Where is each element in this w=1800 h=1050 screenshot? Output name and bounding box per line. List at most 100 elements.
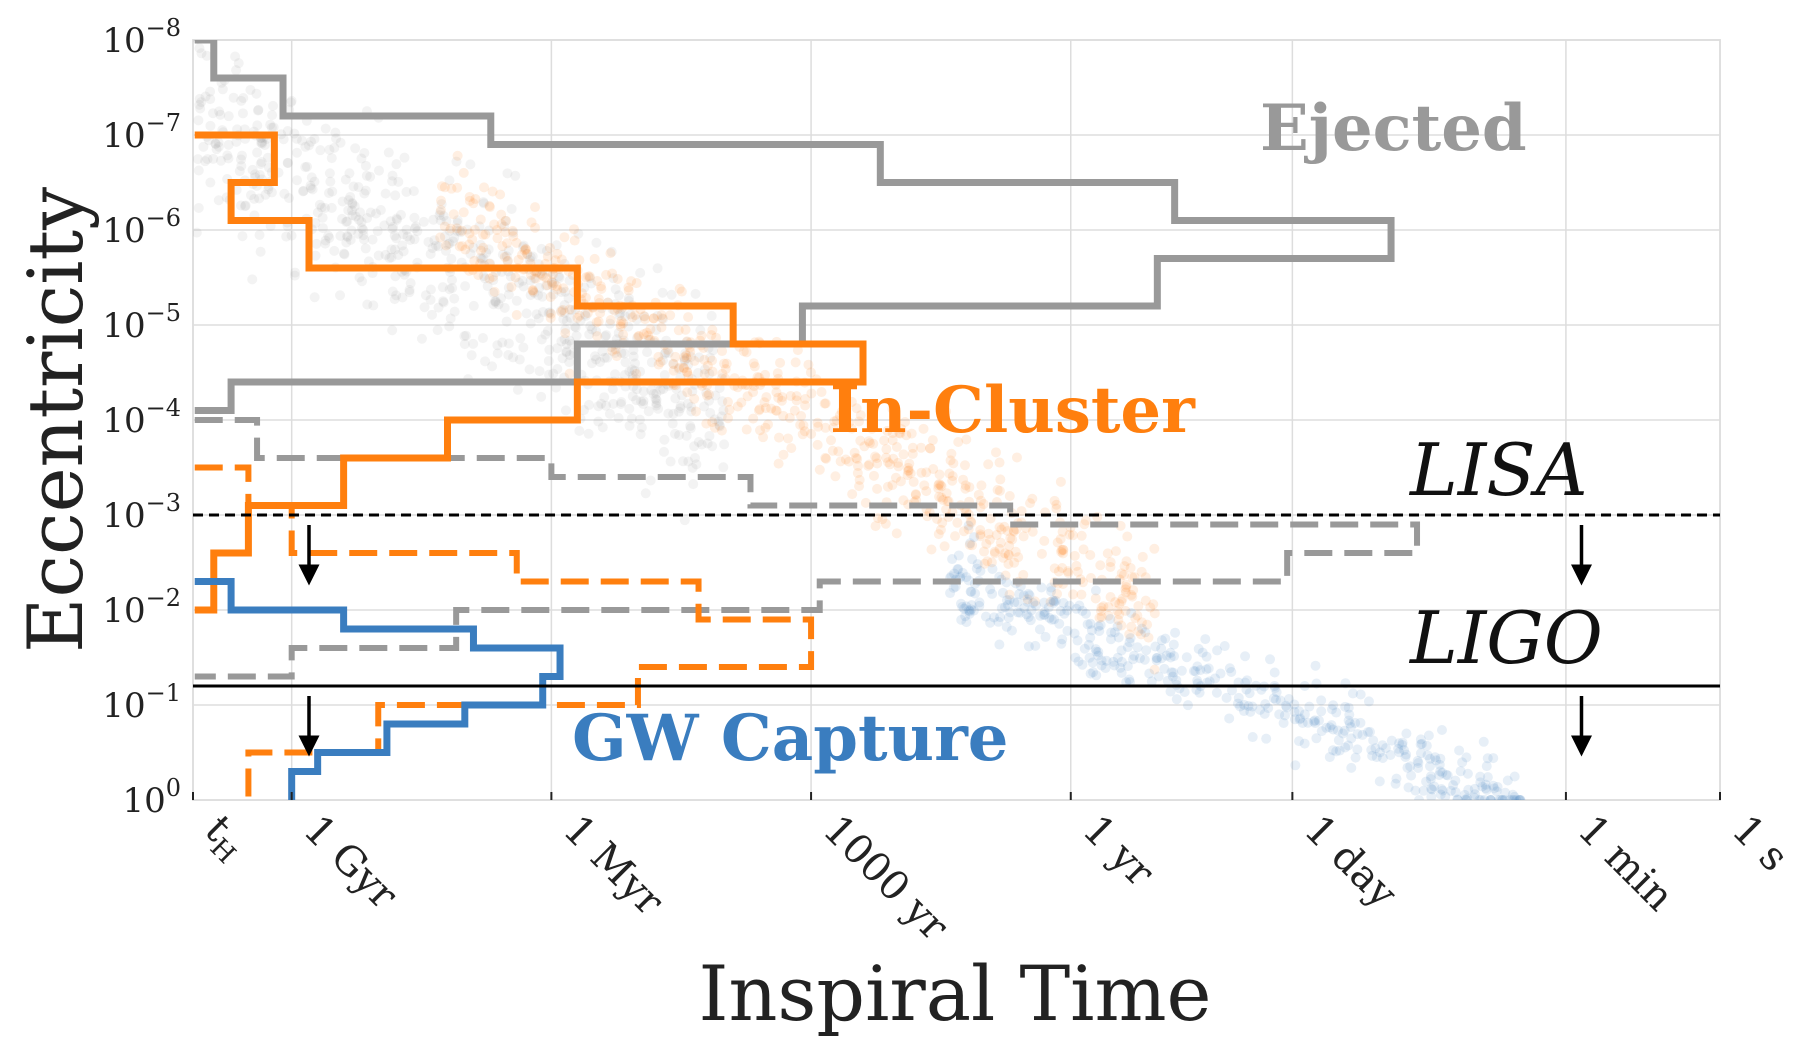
scatter-point [1355,717,1366,728]
scatter-point [358,224,369,235]
scatter-point [840,454,851,465]
scatter-point [828,422,839,433]
scatter-point [699,364,710,375]
scatter-point [329,245,340,256]
scatter-point [638,396,649,407]
scatter-point [919,480,930,491]
scatter-point [1311,733,1322,744]
scatter-point [1308,716,1319,727]
scatter-point [868,438,879,449]
scatter-point [1125,633,1136,644]
scatter-point [608,273,619,284]
scatter-point [671,383,682,394]
scatter-point [679,352,690,363]
scatter-point [625,309,636,320]
scatter-point [667,418,678,429]
scatter-point [658,383,669,394]
scatter-point [536,334,547,345]
scatter-point [1495,795,1506,800]
scatter-point [1294,736,1305,747]
scatter-point [266,122,277,133]
scatter-point [1167,671,1178,682]
scatter-point [542,325,553,336]
scatter-point [910,489,921,500]
scatter-point [560,324,571,335]
scatter-point [564,304,575,315]
scatter-point [552,364,563,375]
scatter-point [518,240,529,251]
scatter-point [674,362,685,373]
scatter-point [989,612,1000,623]
scatter-point [1058,597,1069,608]
scatter-point [409,212,420,223]
scatter-point [1010,546,1021,557]
scatter-point [584,273,595,284]
scatter-point [237,108,248,119]
scatter-point [785,390,796,401]
scatter-point [465,248,476,259]
scatter-point [1339,725,1350,736]
scatter-point [1352,744,1363,755]
scatter-point [410,221,421,232]
scatter-point [1056,546,1067,557]
scatter-point [263,184,274,195]
scatter-point [963,575,974,586]
scatter-point [1281,702,1292,713]
scatter-point [659,370,670,381]
scatter-point [691,459,702,470]
scatter-point [544,369,555,380]
scatter-point [1316,726,1327,737]
scatter-point [482,281,493,292]
scatter-point [552,343,563,354]
scatter-point [819,398,830,409]
scatter-point [766,403,777,414]
scatter-point [543,355,554,366]
scatter-point [1309,715,1320,726]
scatter-point [1390,778,1401,789]
scatter-point [689,393,700,404]
scatter-point [548,289,559,300]
scatter-point [390,271,401,282]
hist-solid-ejected [194,40,1395,414]
scatter-point [384,252,395,263]
scatter-point [1141,645,1152,656]
scatter-point [1050,595,1061,606]
scatter-point [525,318,536,329]
scatter-point [487,186,498,197]
scatter-point [240,200,251,211]
scatter-point [602,352,613,363]
scatter-point [398,229,409,240]
scatter-point [538,271,549,282]
scatter-point [447,283,458,294]
x-tick-label-7: 1 s [1723,807,1797,881]
scatter-point [1021,609,1032,620]
scatter-point [285,97,296,108]
scatter-point [1435,766,1446,777]
scatter-point [435,232,446,243]
scatter-point [1507,795,1518,800]
scatter-point [348,181,359,192]
scatter-point [714,383,725,394]
threshold-lines [193,513,1720,757]
scatter-point [681,353,692,364]
scatter-point [484,273,495,284]
scatter-point [1077,659,1088,670]
scatter-point [213,141,224,152]
scatter-point [1071,603,1082,614]
scatter-point [438,210,449,221]
scatter-point [478,253,489,264]
scatter-point [981,538,992,549]
scatter-point [892,457,903,468]
scatter-point [558,314,569,325]
scatter-point [193,165,204,176]
scatter-point [1394,747,1405,758]
scatter-point [1103,602,1114,613]
scatter-point [236,95,247,106]
scatter-point [760,369,771,380]
scatter-point [1085,550,1096,561]
scatter-point [480,229,491,240]
scatter-point [310,218,321,229]
scatter-point [398,246,409,257]
scatter-point [1399,745,1410,756]
scatter-point [503,282,514,293]
